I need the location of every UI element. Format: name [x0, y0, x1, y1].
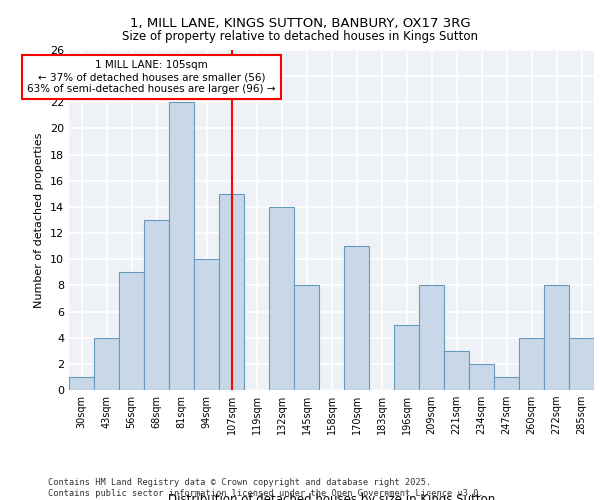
Bar [344, 246, 369, 390]
Text: 1 MILL LANE: 105sqm
← 37% of detached houses are smaller (56)
63% of semi-detach: 1 MILL LANE: 105sqm ← 37% of detached ho… [27, 60, 276, 94]
Bar [519, 338, 544, 390]
Bar [269, 207, 294, 390]
Bar [544, 286, 569, 390]
Text: 1, MILL LANE, KINGS SUTTON, BANBURY, OX17 3RG: 1, MILL LANE, KINGS SUTTON, BANBURY, OX1… [130, 18, 470, 30]
Bar [469, 364, 494, 390]
Bar [144, 220, 169, 390]
Bar [419, 286, 444, 390]
Bar [119, 272, 144, 390]
Bar [294, 286, 319, 390]
Bar [94, 338, 119, 390]
Text: Contains HM Land Registry data © Crown copyright and database right 2025.
Contai: Contains HM Land Registry data © Crown c… [48, 478, 484, 498]
Bar [169, 102, 194, 390]
Bar [444, 351, 469, 390]
Bar [69, 377, 94, 390]
Bar [394, 324, 419, 390]
Text: Size of property relative to detached houses in Kings Sutton: Size of property relative to detached ho… [122, 30, 478, 43]
X-axis label: Distribution of detached houses by size in Kings Sutton: Distribution of detached houses by size … [168, 492, 495, 500]
Bar [569, 338, 594, 390]
Bar [219, 194, 244, 390]
Y-axis label: Number of detached properties: Number of detached properties [34, 132, 44, 308]
Bar [494, 377, 519, 390]
Bar [194, 259, 219, 390]
